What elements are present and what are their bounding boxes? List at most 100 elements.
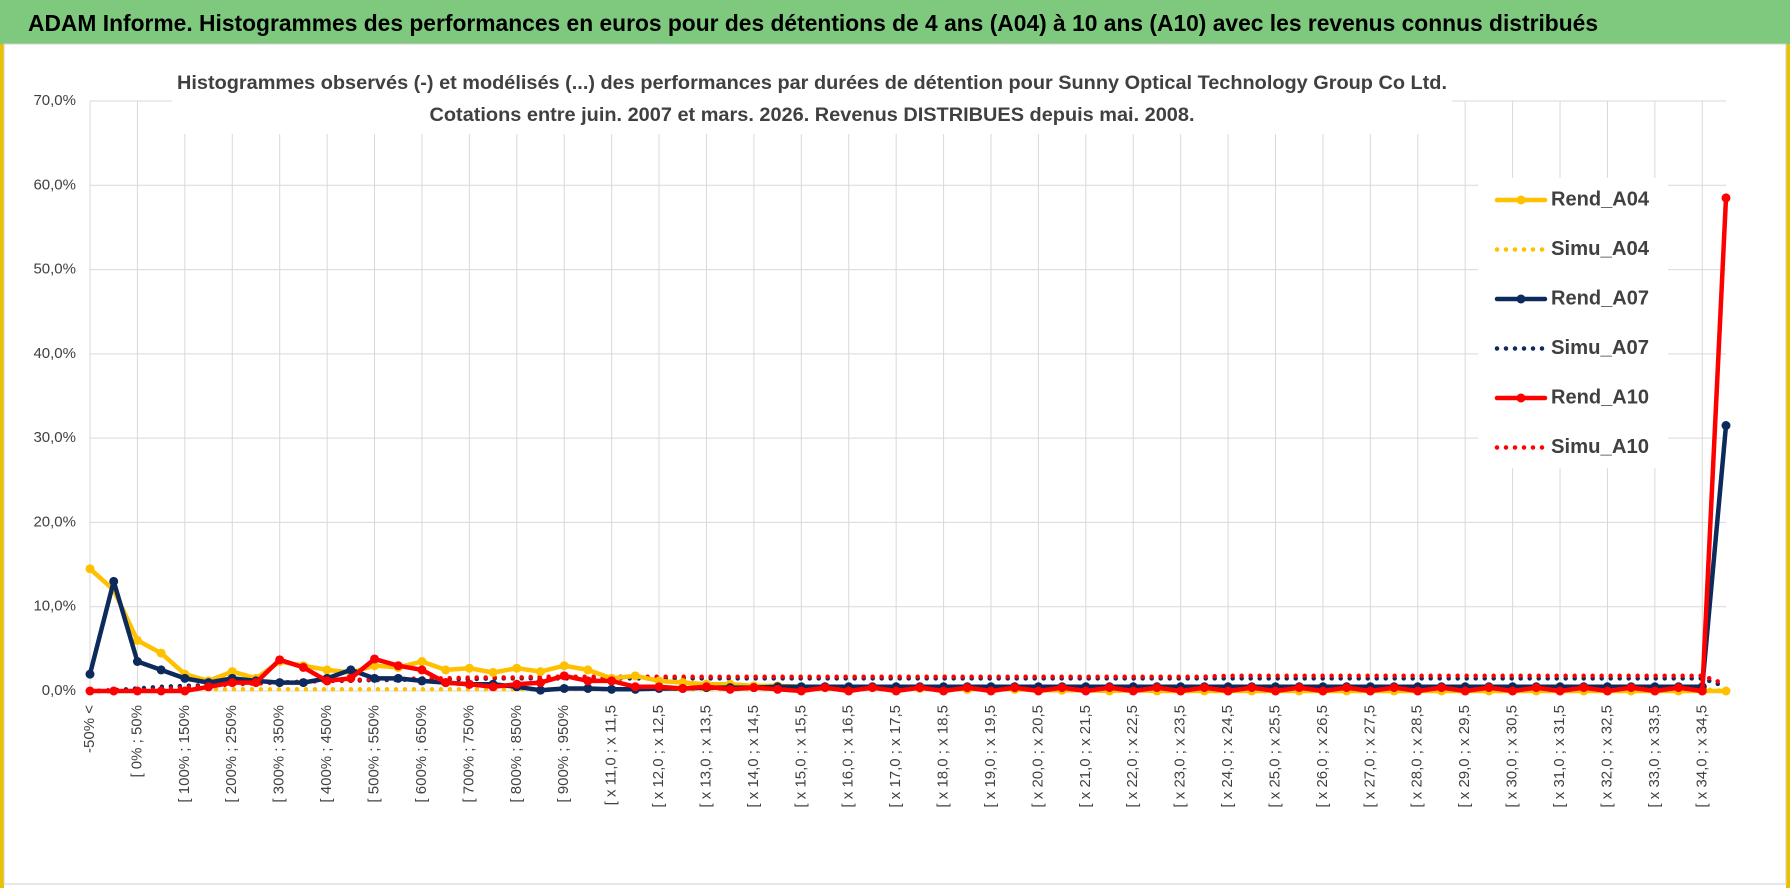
legend-background [1478,178,1668,468]
x-tick-label: [ x 34,0 ; x 34,5 [1693,705,1710,808]
line [87,195,1729,694]
marker [559,683,569,693]
marker [1531,683,1541,693]
marker [725,684,735,694]
marker [1247,683,1257,693]
marker [227,678,237,688]
marker [1721,421,1731,430]
marker [654,682,664,692]
marker [1413,686,1423,696]
marker [535,667,545,677]
marker [1602,686,1612,696]
y-tick-label: 20,0% [33,513,76,530]
x-tick-label: [ x 20,0 ; x 20,5 [1029,705,1046,808]
marker [630,682,640,692]
marker [488,682,498,692]
y-tick-label: 40,0% [33,345,76,362]
marker [1389,683,1399,693]
x-tick-label: [ x 15,0 ; x 15,5 [792,705,809,808]
x-tick-label: [ x 18,0 ; x 18,5 [935,705,952,808]
right-edge [1786,44,1790,888]
marker [441,678,451,688]
chart-title: Cotations entre juin. 2007 et mars. 2026… [430,105,1195,126]
marker [85,686,95,696]
x-tick-label: [ x 11,0 ; x 11,5 [603,705,620,805]
marker [393,661,403,671]
marker [417,676,427,686]
marker [1508,686,1518,696]
x-tick-label: [ 100% ; 150% [176,705,193,803]
marker [773,684,783,694]
x-tick-label: [ x 31,0 ; x 31,5 [1551,705,1568,808]
legend-label: Rend_A07 [1551,287,1649,309]
marker [180,686,190,696]
marker [370,673,380,683]
x-tick-label: -50% < [81,705,98,753]
y-tick-label: 0,0% [42,682,76,699]
header-bar [0,0,1790,44]
marker [393,673,403,683]
legend-label: Simu_A10 [1551,436,1649,458]
marker [962,683,972,693]
marker [535,685,545,695]
marker [1223,686,1233,696]
x-tick-label: [ x 13,0 ; x 13,5 [697,705,714,808]
x-tick-label: [ x 23,0 ; x 23,5 [1172,705,1189,808]
marker [749,683,759,693]
marker [915,683,925,693]
marker [370,654,380,664]
marker [1057,683,1067,693]
marker [346,673,356,683]
marker [132,635,142,645]
marker [1697,686,1707,696]
marker [867,683,877,693]
marker [298,678,308,688]
marker [796,686,806,696]
x-tick-label: [ x 27,0 ; x 27,5 [1361,705,1378,808]
marker [156,665,166,675]
marker [939,686,949,696]
left-edge [0,44,4,888]
marker [820,683,830,693]
marker [583,676,593,686]
marker [1484,683,1494,693]
y-tick-label: 30,0% [33,429,76,446]
marker [1674,683,1684,693]
marker [464,679,474,689]
marker [275,678,285,688]
marker [322,665,332,675]
legend-label: Simu_A04 [1551,238,1650,260]
marker [1721,193,1731,203]
x-tick-label: [ x 14,0 ; x 14,5 [745,705,762,808]
marker [535,678,545,688]
marker [109,576,119,586]
marker [512,679,522,689]
marker [1342,683,1352,693]
x-tick-label: [ x 12,0 ; x 12,5 [650,705,667,808]
marker [227,667,237,677]
marker [678,683,688,693]
legend-marker [1516,393,1526,403]
marker [156,648,166,658]
marker [180,673,190,683]
marker [1105,683,1115,693]
legend-label: Rend_A10 [1551,386,1649,408]
x-tick-label: [ 900% ; 950% [555,705,572,803]
marker [1081,686,1091,696]
marker [1294,683,1304,693]
line [87,423,1729,693]
marker [1436,683,1446,693]
marker [1176,686,1186,696]
marker [607,676,617,686]
x-tick-label: [ x 21,0 ; x 21,5 [1077,705,1094,808]
marker [132,657,142,666]
x-tick-label: [ x 33,0 ; x 33,5 [1646,705,1663,808]
marker [1579,683,1589,693]
marker [417,665,427,675]
marker [1128,686,1138,696]
x-tick-label: [ x 28,0 ; x 28,5 [1409,705,1426,808]
marker [1152,683,1162,693]
legend-marker [1516,195,1526,205]
